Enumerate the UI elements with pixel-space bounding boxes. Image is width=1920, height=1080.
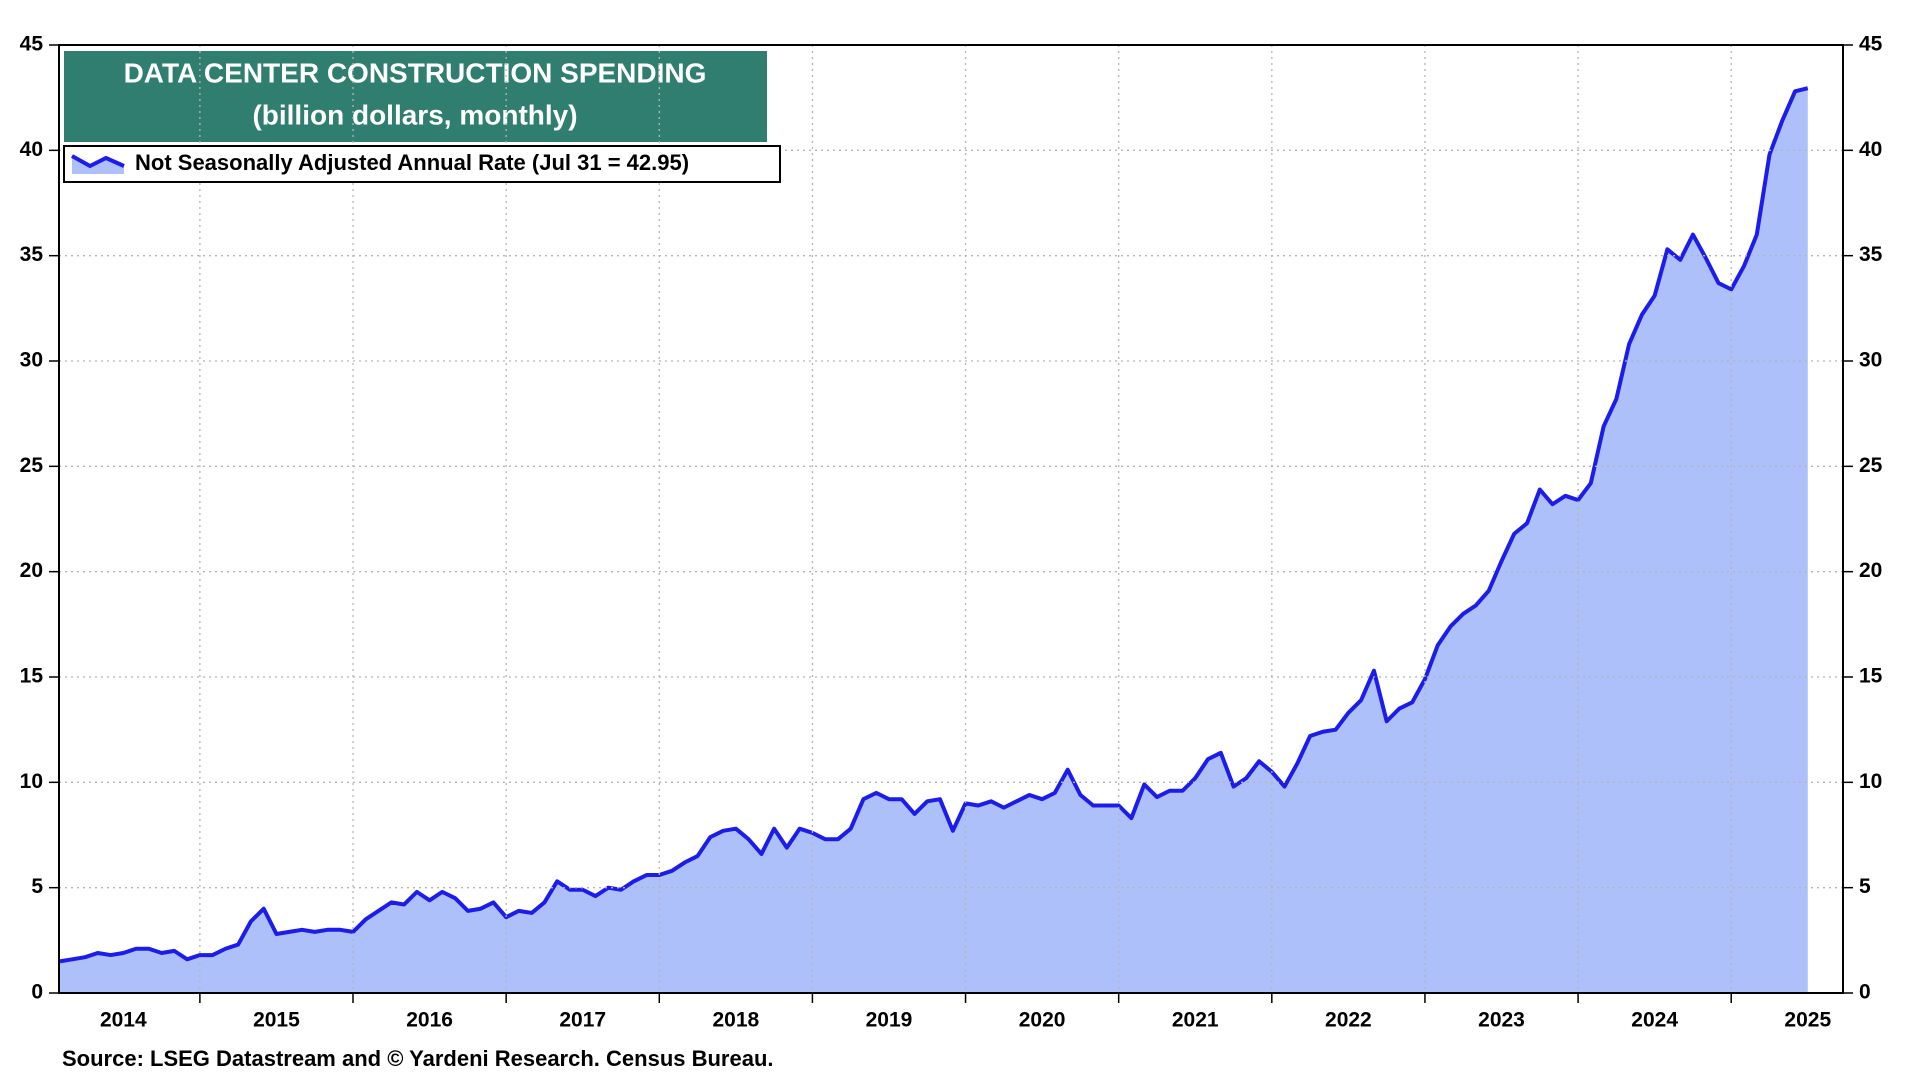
y2-tick-label: 15: [1859, 665, 1883, 688]
y-tick-label: 0: [31, 981, 43, 1004]
x-tick-label: 2015: [253, 1009, 300, 1032]
y2-tick-label: 20: [1859, 559, 1882, 582]
legend: Not Seasonally Adjusted Annual Rate (Jul…: [63, 145, 781, 183]
y2-tick-label: 10: [1859, 770, 1882, 793]
legend-box: [63, 145, 781, 183]
plot-frame: [58, 44, 1844, 994]
y-tick-label: 5: [31, 875, 43, 898]
x-tick-label: 2021: [1172, 1009, 1219, 1032]
y2-tick-label: 45: [1859, 33, 1883, 56]
y2-tick-label: 30: [1859, 349, 1882, 372]
legend-line: [71, 154, 125, 169]
series-line: [59, 86, 1809, 964]
x-tick-label: 2023: [1478, 1009, 1525, 1032]
y-tick-label: 15: [20, 665, 44, 688]
legend-label: Not Seasonally Adjusted Annual Rate (Jul…: [135, 150, 689, 175]
x-tick-label: 2022: [1325, 1009, 1372, 1032]
y2-tick-label: 35: [1859, 243, 1883, 266]
x-tick-label: 2014: [100, 1009, 147, 1032]
x-tick-label: 2018: [712, 1009, 759, 1032]
y2-tick-label: 0: [1859, 981, 1871, 1004]
source-note: Source: LSEG Datastream and © Yardeni Re…: [62, 1046, 774, 1071]
y2-tick-label: 40: [1859, 138, 1882, 161]
y-tick-label: 40: [20, 138, 43, 161]
x-tick-label: 2025: [1784, 1009, 1831, 1032]
x-tick-label: 2020: [1019, 1009, 1066, 1032]
chart-title: DATA CENTER CONSTRUCTION SPENDING: [124, 57, 707, 88]
y-tick-label: 25: [20, 454, 44, 477]
plot-area: [59, 86, 1809, 993]
x-tick-label: 2024: [1631, 1009, 1678, 1032]
y2-tick-label: 25: [1859, 454, 1883, 477]
y2-tick-label: 5: [1859, 875, 1871, 898]
y-tick-label: 30: [20, 349, 43, 372]
x-tick-label: 2019: [866, 1009, 913, 1032]
y-tick-label: 20: [20, 559, 43, 582]
x-tick-label: 2016: [406, 1009, 453, 1032]
x-tick-label: 2017: [559, 1009, 606, 1032]
area-fill: [59, 88, 1808, 993]
y-tick-label: 35: [20, 243, 44, 266]
y-tick-label: 45: [20, 33, 44, 56]
chart-subtitle: (billion dollars, monthly): [252, 99, 577, 130]
y-tick-label: 10: [20, 770, 43, 793]
title-box: [64, 51, 767, 142]
